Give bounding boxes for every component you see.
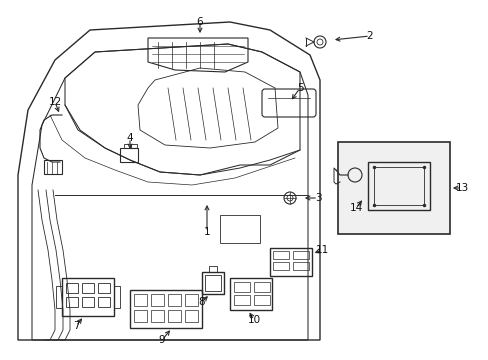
Bar: [234, 295, 249, 305]
Bar: [151, 294, 163, 306]
Bar: [134, 310, 147, 322]
Bar: [120, 148, 138, 162]
Text: 3: 3: [314, 193, 321, 203]
Bar: [62, 278, 114, 316]
Text: 6: 6: [196, 17, 203, 27]
Bar: [98, 283, 110, 293]
Bar: [220, 215, 260, 243]
Bar: [272, 251, 288, 259]
Bar: [184, 310, 198, 322]
Bar: [337, 142, 449, 234]
Bar: [269, 248, 311, 276]
Bar: [184, 294, 198, 306]
Bar: [168, 294, 181, 306]
Bar: [151, 310, 163, 322]
Bar: [56, 286, 62, 308]
Text: 8: 8: [198, 297, 205, 307]
Bar: [253, 295, 269, 305]
Bar: [292, 251, 308, 259]
Bar: [272, 262, 288, 270]
Bar: [82, 297, 94, 307]
Bar: [253, 282, 269, 292]
Bar: [204, 275, 221, 291]
Bar: [373, 167, 423, 205]
Text: 14: 14: [348, 203, 362, 213]
Bar: [234, 282, 249, 292]
Bar: [292, 262, 308, 270]
Bar: [66, 297, 78, 307]
Text: 11: 11: [315, 245, 328, 255]
Text: 7: 7: [73, 321, 79, 331]
Bar: [168, 310, 181, 322]
Bar: [202, 272, 224, 294]
Bar: [98, 297, 110, 307]
Text: 9: 9: [159, 335, 165, 345]
Text: 1: 1: [203, 227, 210, 237]
Text: 2: 2: [366, 31, 372, 41]
Text: 4: 4: [126, 133, 133, 143]
Bar: [229, 278, 271, 310]
Text: 13: 13: [454, 183, 468, 193]
Text: 10: 10: [247, 315, 260, 325]
Text: 5: 5: [296, 83, 303, 93]
Bar: [367, 162, 429, 210]
Bar: [114, 286, 120, 308]
Bar: [66, 283, 78, 293]
Bar: [134, 294, 147, 306]
Bar: [44, 160, 62, 174]
Bar: [82, 283, 94, 293]
Bar: [208, 266, 217, 272]
Bar: [130, 290, 202, 328]
Text: 12: 12: [48, 97, 61, 107]
